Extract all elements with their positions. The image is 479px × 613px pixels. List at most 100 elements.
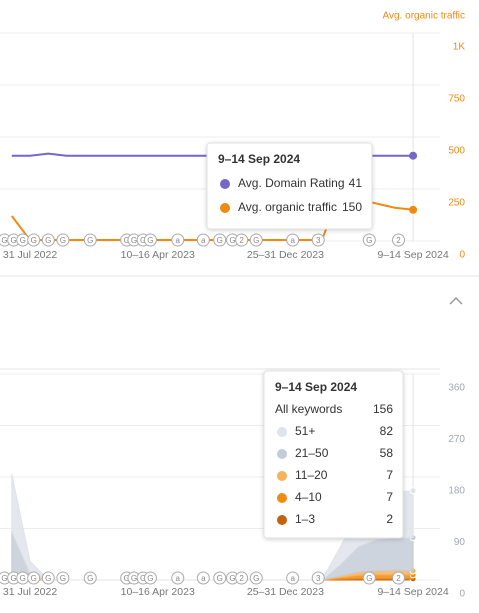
event-label: G — [124, 236, 130, 245]
legend-label: 11–20 — [295, 468, 328, 482]
y-tick-label: 180 — [448, 486, 465, 497]
event-label: 2 — [396, 236, 401, 245]
y-tick-label: 750 — [448, 94, 465, 105]
y-tick-label: 270 — [448, 434, 465, 445]
event-label: G — [45, 236, 51, 245]
event-marker — [311, 233, 325, 247]
event-marker — [391, 571, 405, 585]
legend-label: 4–10 — [295, 490, 322, 504]
tooltip-value: 7 — [386, 468, 393, 482]
event-label: 3 — [316, 574, 321, 583]
y-tick-label: 500 — [448, 146, 465, 157]
event-label: G — [31, 236, 37, 245]
tooltip-value: 150 — [342, 200, 362, 214]
event-label: G — [11, 574, 17, 583]
event-marker — [41, 571, 55, 585]
y-axis-title: Avg. organic traffic — [383, 11, 465, 22]
event-label: G — [229, 574, 235, 583]
event-marker — [362, 571, 376, 585]
event-marker — [235, 233, 249, 247]
event-marker — [213, 571, 227, 585]
event-label: G — [217, 236, 223, 245]
event-marker — [171, 571, 185, 585]
legend-swatch — [220, 179, 230, 189]
event-marker — [27, 571, 41, 585]
event-marker — [286, 233, 300, 247]
event-label: G — [87, 574, 93, 583]
tooltip-value: 58 — [380, 446, 394, 460]
event-label: G — [20, 574, 26, 583]
event-marker — [311, 571, 325, 585]
event-label: G — [253, 574, 259, 583]
event-marker — [249, 571, 263, 585]
legend-swatch — [277, 515, 287, 525]
event-label: G — [366, 236, 372, 245]
y-tick-label: 1K — [453, 42, 466, 53]
tooltip-title: 9–14 Sep 2024 — [218, 152, 300, 166]
event-label: 2 — [239, 236, 244, 245]
legend-swatch — [277, 449, 287, 459]
tooltip: 9–14 Sep 2024 Avg. Domain Rating 41 Avg. or… — [206, 142, 373, 230]
tooltip: 9–14 Sep 2024 All keywords 156 51+ 82 21–50 58… — [263, 370, 404, 539]
event-label: 2 — [239, 574, 244, 583]
event-marker — [362, 233, 376, 247]
event-label: G — [147, 236, 153, 245]
event-marker — [249, 233, 263, 247]
event-label: a — [201, 236, 206, 245]
event-label: G — [131, 574, 137, 583]
x-tick-label: 25–31 Dec 2023 — [247, 586, 324, 598]
event-marker — [83, 233, 97, 247]
event-marker — [196, 233, 210, 247]
tooltip-value: 82 — [380, 424, 394, 438]
event-marker — [143, 233, 157, 247]
tooltip-total-label: All keywords — [275, 402, 342, 416]
tooltip-box — [206, 142, 373, 230]
tooltip-value: 7 — [386, 490, 393, 504]
y-tick-label: 250 — [448, 198, 465, 209]
event-label: G — [87, 236, 93, 245]
event-marker — [196, 571, 210, 585]
legend-label: Avg. organic traffic — [238, 200, 337, 214]
x-tick-label: 10–16 Apr 2023 — [121, 586, 195, 598]
event-label: G — [45, 574, 51, 583]
legend-label: 1–3 — [295, 512, 315, 526]
x-tick-label: 31 Jul 2022 — [3, 586, 57, 598]
event-marker — [56, 571, 70, 585]
event-label: G — [11, 236, 17, 245]
event-label: G — [31, 574, 37, 583]
legend-label: Avg. Domain Rating — [238, 176, 345, 190]
end-point — [409, 205, 418, 214]
event-label: a — [290, 574, 295, 583]
x-tick-label: 9–14 Sep 2024 — [377, 249, 448, 261]
event-label: G — [20, 236, 26, 245]
event-marker — [27, 233, 41, 247]
event-label: 2 — [396, 574, 401, 583]
event-label: G — [253, 236, 259, 245]
tooltip-box — [263, 370, 404, 539]
tooltip-title: 9–14 Sep 2024 — [275, 380, 357, 394]
legend-label: 51+ — [295, 424, 315, 438]
legend-swatch — [277, 471, 287, 481]
event-marker — [213, 233, 227, 247]
event-label: a — [176, 236, 181, 245]
legend-swatch — [277, 427, 287, 437]
y-tick-label: 360 — [448, 383, 465, 394]
tooltip-total: 156 — [373, 402, 393, 416]
end-point — [409, 151, 418, 160]
legend-swatch — [220, 203, 230, 213]
y-tick-label: 90 — [454, 537, 466, 548]
event-label: a — [176, 574, 181, 583]
legend-swatch — [277, 493, 287, 503]
event-label: G — [124, 574, 130, 583]
event-label: G — [140, 236, 146, 245]
event-marker — [83, 571, 97, 585]
event-label: G — [147, 574, 153, 583]
event-label: G — [217, 574, 223, 583]
x-tick-label: 9–14 Sep 2024 — [377, 586, 448, 598]
collapse-chevron[interactable] — [449, 296, 463, 305]
x-tick-label: 31 Jul 2022 — [3, 249, 57, 261]
event-label: G — [1, 236, 7, 245]
event-label: G — [229, 236, 235, 245]
tooltip-value: 2 — [386, 512, 393, 526]
